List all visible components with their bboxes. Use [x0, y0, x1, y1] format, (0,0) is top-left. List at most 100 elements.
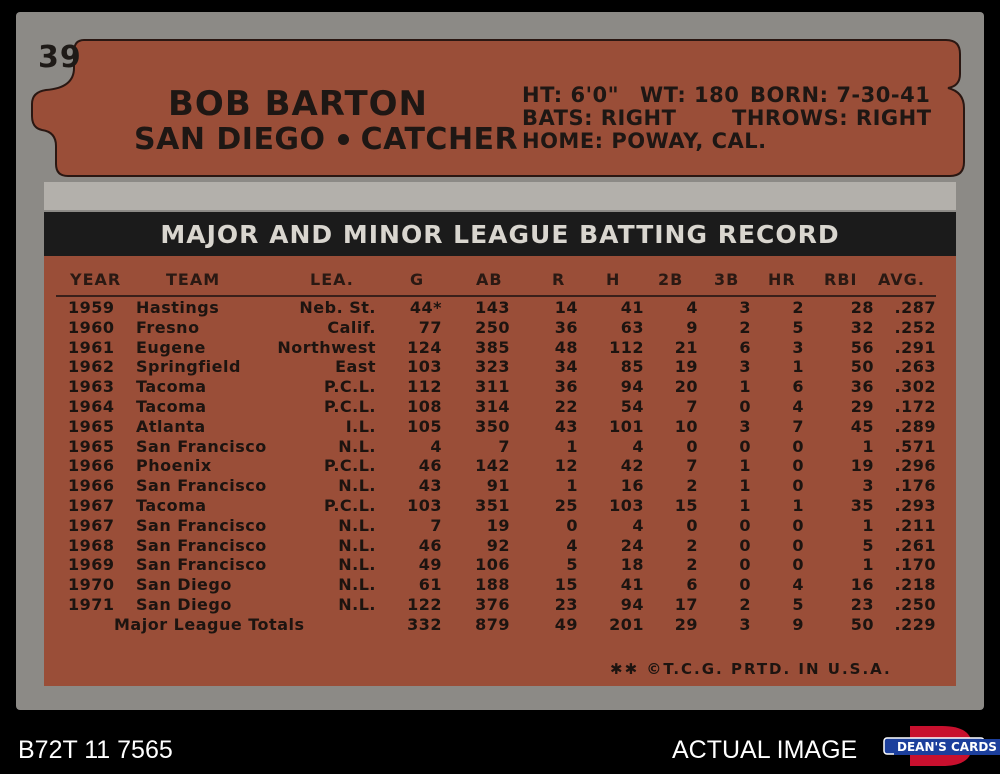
cell-2b: 0 [686, 436, 698, 456]
cell-team: Tacoma [136, 396, 207, 416]
cell-ab: 143 [475, 298, 510, 317]
cell-avg: .176 [894, 476, 936, 496]
cell-rbi: 1 [862, 555, 874, 575]
cell-hr: 0 [792, 535, 804, 555]
cell-year: 1965 [68, 416, 115, 436]
cell-ab: 188 [475, 575, 510, 595]
table-row: 1964 Tacoma P.C.L. 108 314 22 54 7 0 4 29 .172 [44, 397, 956, 417]
cell-league: East [335, 357, 376, 377]
cell-avg: .302 [894, 377, 936, 397]
cell-3b: 1 [739, 495, 751, 515]
column-header: G [410, 270, 425, 289]
cell-team: San Francisco [136, 535, 267, 555]
cell-2b: 2 [686, 476, 698, 496]
cell-r: 14 [554, 298, 578, 317]
cell-hr: 0 [792, 436, 804, 456]
cell-hr: 5 [792, 594, 804, 614]
cell-hr: 0 [792, 456, 804, 476]
totals-h: 201 [609, 614, 644, 634]
cell-h: 85 [620, 357, 644, 377]
cell-g: 46 [418, 456, 442, 476]
cell-rbi: 35 [850, 495, 874, 515]
header-rule [56, 295, 936, 297]
bats: BATS: RIGHT [522, 106, 677, 130]
position-name: CATCHER [360, 122, 519, 157]
cell-avg: .170 [894, 555, 936, 575]
cell-h: 4 [632, 515, 644, 535]
cell-h: 18 [620, 555, 644, 575]
column-header: R [552, 270, 566, 289]
column-header: 2B [658, 270, 684, 289]
cell-g: 61 [418, 575, 442, 595]
cell-2b: 4 [686, 298, 698, 317]
cell-year: 1967 [68, 515, 115, 535]
cell-team: Phoenix [136, 456, 212, 476]
table-row: 1961 Eugene Northwest 124 385 48 112 21 6 3 56 .291 [44, 338, 956, 358]
cell-rbi: 1 [862, 436, 874, 456]
cell-year: 1966 [68, 476, 115, 496]
cell-r: 1 [566, 436, 578, 456]
cell-ab: 250 [475, 317, 510, 337]
column-header: H [606, 270, 621, 289]
totals-label: Major League Totals [114, 614, 305, 634]
table-row: 1966 San Francisco N.L. 43 91 1 16 2 1 0 3 .176 [44, 476, 956, 496]
cell-year: 1966 [68, 456, 115, 476]
cell-g: 103 [407, 357, 442, 377]
table-title: MAJOR AND MINOR LEAGUE BATTING RECORD [44, 212, 956, 256]
cell-rbi: 19 [850, 456, 874, 476]
cell-league: P.C.L. [324, 377, 376, 397]
table-row: 1969 San Francisco N.L. 49 106 5 18 2 0 0 1 .170 [44, 555, 956, 575]
cell-team: San Francisco [136, 476, 267, 496]
actual-image-label: ACTUAL IMAGE [672, 736, 858, 764]
cell-r: 5 [566, 555, 578, 575]
cell-r: 23 [554, 594, 578, 614]
cell-league: I.L. [345, 416, 376, 436]
cell-rbi: 29 [850, 396, 874, 416]
cell-ab: 92 [486, 535, 510, 555]
cell-avg: .291 [894, 337, 936, 357]
cell-avg: .296 [894, 456, 936, 476]
totals-ab: 879 [475, 614, 510, 634]
cell-avg: .172 [894, 396, 936, 416]
cell-3b: 6 [739, 337, 751, 357]
cell-g: 122 [407, 594, 442, 614]
cell-ab: 351 [475, 495, 510, 515]
cell-2b: 20 [674, 377, 698, 397]
cell-2b: 21 [674, 337, 698, 357]
table-row: 1967 San Francisco N.L. 7 19 0 4 0 0 0 1 .211 [44, 516, 956, 536]
cell-avg: .293 [894, 495, 936, 515]
cell-g: 7 [430, 515, 442, 535]
cell-r: 25 [554, 495, 578, 515]
cell-hr: 3 [792, 337, 804, 357]
cell-2b: 17 [674, 594, 698, 614]
header-banner [31, 39, 965, 177]
card-number: 39 [38, 40, 82, 75]
cell-3b: 3 [739, 416, 751, 436]
cell-g: 105 [407, 416, 442, 436]
cell-year: 1965 [68, 436, 115, 456]
table-row: 1960 Fresno Calif. 77 250 36 63 9 2 5 32 .252 [44, 318, 956, 338]
cell-team: Springfield [136, 357, 241, 377]
cell-hr: 6 [792, 377, 804, 397]
cell-ab: 142 [475, 456, 510, 476]
totals-row: Major League Totals 332 879 49 201 29 3 9 50 .229 [44, 615, 956, 635]
cell-year: 1960 [68, 317, 115, 337]
cell-hr: 0 [792, 476, 804, 496]
cell-avg: .261 [894, 535, 936, 555]
cell-rbi: 50 [850, 357, 874, 377]
table-row: 1965 San Francisco N.L. 4 7 1 4 0 0 0 1 .571 [44, 437, 956, 457]
cell-r: 34 [554, 357, 578, 377]
table-row: 1963 Tacoma P.C.L. 112 311 36 94 20 1 6 36 .302 [44, 377, 956, 397]
cell-r: 1 [566, 476, 578, 496]
cell-r: 12 [554, 456, 578, 476]
table-row: 1971 San Diego N.L. 122 376 23 94 17 2 5 23 .250 [44, 595, 956, 615]
cell-r: 48 [554, 337, 578, 357]
column-header: TEAM [166, 270, 221, 289]
cell-3b: 1 [739, 476, 751, 496]
bullet-dot [337, 134, 349, 145]
column-header: AB [476, 270, 503, 289]
cell-h: 101 [609, 416, 644, 436]
cell-year: 1967 [68, 495, 115, 515]
cell-hr: 5 [792, 317, 804, 337]
cell-rbi: 1 [862, 515, 874, 535]
